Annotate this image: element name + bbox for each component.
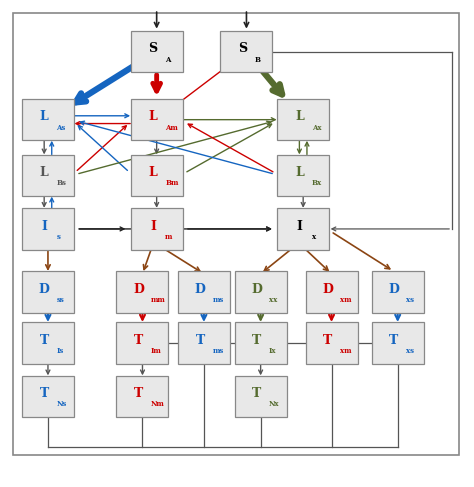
FancyBboxPatch shape xyxy=(277,99,329,140)
FancyBboxPatch shape xyxy=(22,322,74,364)
FancyBboxPatch shape xyxy=(22,155,74,196)
Text: Ns: Ns xyxy=(56,400,67,409)
Text: ms: ms xyxy=(212,347,224,355)
FancyBboxPatch shape xyxy=(22,376,74,417)
Text: S: S xyxy=(238,42,247,55)
Text: Ax: Ax xyxy=(312,124,321,131)
Text: Is: Is xyxy=(56,347,64,355)
FancyBboxPatch shape xyxy=(220,31,273,73)
Text: D: D xyxy=(39,282,50,296)
Text: L: L xyxy=(40,110,48,123)
Text: T: T xyxy=(134,387,143,400)
Text: Bs: Bs xyxy=(56,179,66,187)
Text: xx: xx xyxy=(269,296,277,304)
Text: B: B xyxy=(255,56,261,64)
Text: D: D xyxy=(251,282,262,296)
FancyBboxPatch shape xyxy=(22,99,74,140)
Text: L: L xyxy=(148,110,157,123)
Text: L: L xyxy=(40,166,48,179)
Text: As: As xyxy=(56,124,66,131)
Text: Nm: Nm xyxy=(151,400,165,409)
Text: Im: Im xyxy=(151,347,162,355)
Text: T: T xyxy=(134,334,143,347)
Text: xm: xm xyxy=(340,296,352,304)
Text: L: L xyxy=(295,166,304,179)
Text: mm: mm xyxy=(151,296,166,304)
Text: T: T xyxy=(323,334,332,347)
FancyBboxPatch shape xyxy=(131,31,182,73)
Text: T: T xyxy=(39,334,49,347)
Text: xs: xs xyxy=(406,296,414,304)
Text: T: T xyxy=(39,387,49,400)
Text: s: s xyxy=(56,233,60,241)
FancyBboxPatch shape xyxy=(235,322,287,364)
FancyBboxPatch shape xyxy=(372,322,424,364)
Text: L: L xyxy=(148,166,157,179)
Text: m: m xyxy=(165,233,173,241)
FancyBboxPatch shape xyxy=(131,155,182,196)
Text: D: D xyxy=(389,282,399,296)
Text: I: I xyxy=(296,220,302,232)
FancyBboxPatch shape xyxy=(277,208,329,249)
Text: Bx: Bx xyxy=(312,179,322,187)
FancyBboxPatch shape xyxy=(131,208,182,249)
Text: D: D xyxy=(133,282,144,296)
Text: D: D xyxy=(195,282,206,296)
Text: L: L xyxy=(295,110,304,123)
Text: ms: ms xyxy=(212,296,224,304)
Text: I: I xyxy=(41,220,47,232)
FancyBboxPatch shape xyxy=(22,208,74,249)
FancyBboxPatch shape xyxy=(117,271,168,313)
FancyBboxPatch shape xyxy=(131,99,182,140)
Text: Bm: Bm xyxy=(165,179,179,187)
FancyBboxPatch shape xyxy=(117,376,168,417)
FancyBboxPatch shape xyxy=(178,322,230,364)
Text: Nx: Nx xyxy=(269,400,280,409)
FancyBboxPatch shape xyxy=(178,271,230,313)
Text: D: D xyxy=(322,282,333,296)
FancyBboxPatch shape xyxy=(306,271,357,313)
FancyBboxPatch shape xyxy=(372,271,424,313)
FancyBboxPatch shape xyxy=(306,322,357,364)
Text: A: A xyxy=(165,56,171,64)
Text: xm: xm xyxy=(340,347,352,355)
FancyBboxPatch shape xyxy=(22,271,74,313)
Text: Ix: Ix xyxy=(269,347,277,355)
Text: x: x xyxy=(312,233,316,241)
Text: T: T xyxy=(389,334,399,347)
Text: Am: Am xyxy=(165,124,178,131)
FancyBboxPatch shape xyxy=(235,376,287,417)
Text: I: I xyxy=(150,220,156,232)
Text: S: S xyxy=(148,42,157,55)
FancyBboxPatch shape xyxy=(277,155,329,196)
Text: T: T xyxy=(252,387,262,400)
Text: T: T xyxy=(195,334,205,347)
Text: ss: ss xyxy=(56,296,64,304)
Text: xs: xs xyxy=(406,347,414,355)
FancyBboxPatch shape xyxy=(117,322,168,364)
FancyBboxPatch shape xyxy=(235,271,287,313)
Text: T: T xyxy=(252,334,262,347)
